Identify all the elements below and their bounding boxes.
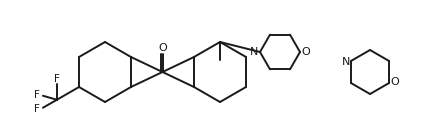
Text: F: F — [34, 104, 40, 114]
Text: O: O — [301, 47, 310, 57]
Text: O: O — [390, 77, 399, 87]
Text: O: O — [158, 43, 166, 53]
Text: N: N — [341, 57, 349, 67]
Text: F: F — [54, 74, 60, 84]
Text: N: N — [249, 47, 258, 57]
Text: F: F — [34, 90, 40, 100]
